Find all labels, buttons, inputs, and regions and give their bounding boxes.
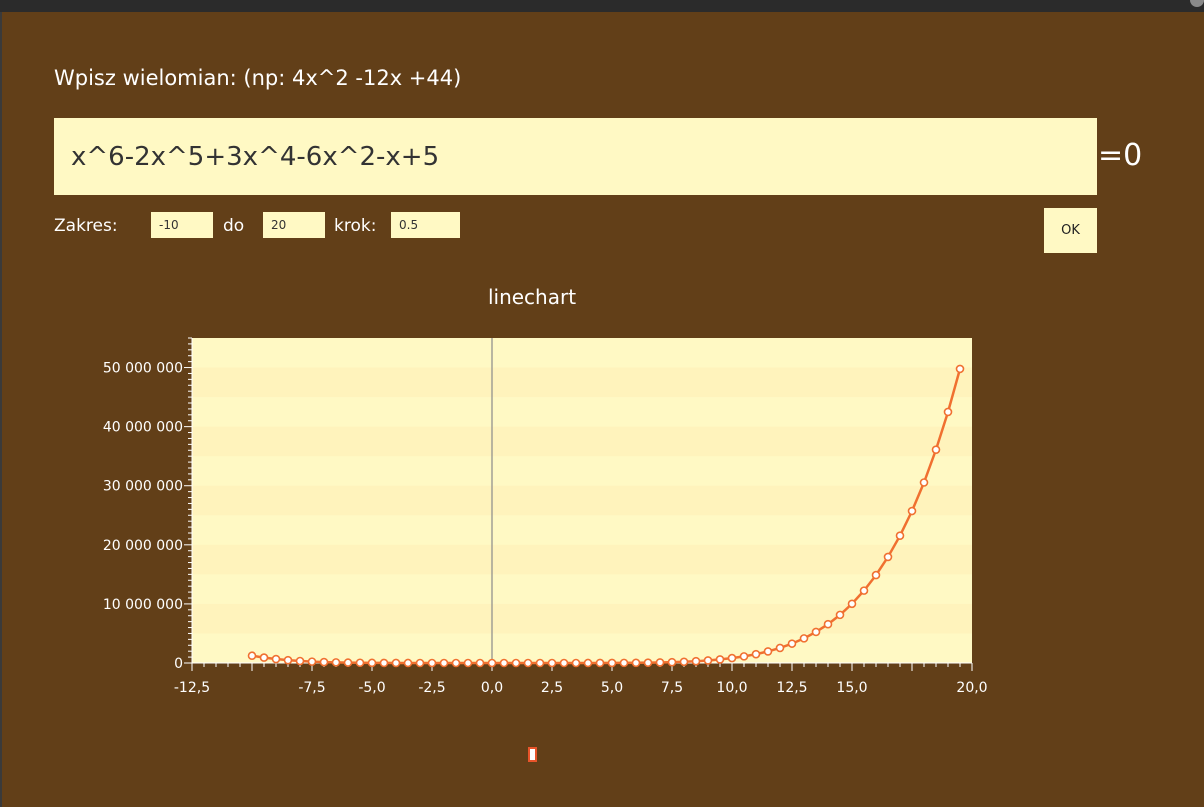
data-point — [835, 610, 845, 620]
x-tick-label: -7,5 — [298, 680, 325, 696]
data-point — [691, 656, 701, 666]
data-point — [895, 531, 905, 540]
data-point — [463, 658, 473, 668]
window-control-icon[interactable] — [1190, 0, 1204, 7]
data-point — [847, 599, 857, 609]
chart-title: linechart — [487, 285, 577, 309]
data-point — [379, 658, 389, 668]
window-titlebar — [0, 0, 1204, 12]
data-point — [859, 586, 869, 595]
range-to-input[interactable] — [263, 212, 325, 238]
data-point — [919, 478, 929, 487]
data-point — [403, 658, 413, 668]
data-point — [283, 655, 293, 665]
data-point — [511, 658, 521, 668]
x-tick-label: 5,0 — [601, 680, 623, 696]
x-tick-label: 2,5 — [541, 680, 563, 696]
grid-band — [192, 426, 972, 457]
range-to-label: do — [223, 216, 245, 236]
ok-button[interactable]: OK — [1044, 208, 1097, 253]
y-tick-label: 40 000 000 — [103, 420, 183, 436]
x-tick-label: 10,0 — [716, 680, 747, 696]
y-tick-label: 0 — [174, 656, 183, 672]
grid-band — [192, 485, 972, 516]
data-point — [871, 570, 881, 580]
data-point — [583, 658, 593, 668]
data-point — [679, 657, 689, 667]
data-point — [667, 657, 677, 667]
polynomial-input[interactable] — [54, 118, 1097, 195]
data-point — [535, 658, 545, 668]
data-point — [547, 658, 557, 668]
x-tick-label: 15,0 — [836, 680, 867, 696]
y-tick-label: 30 000 000 — [103, 479, 183, 495]
data-point — [799, 634, 809, 643]
data-point — [487, 658, 497, 668]
x-tick-label: -12,5 — [174, 680, 210, 696]
range-label: Zakres: — [54, 216, 118, 236]
data-point — [571, 658, 581, 668]
data-point — [271, 654, 281, 664]
data-point — [883, 552, 893, 562]
data-point — [811, 627, 821, 637]
window-edge — [0, 12, 2, 807]
x-tick-label: -5,0 — [358, 680, 385, 696]
data-point — [259, 653, 269, 662]
data-point — [343, 658, 353, 667]
data-point — [655, 658, 665, 667]
data-point — [295, 656, 305, 666]
data-point — [823, 619, 833, 629]
data-point — [559, 658, 569, 668]
data-point — [355, 658, 365, 668]
equals-zero-label: =0 — [1098, 138, 1143, 173]
step-label: krok: — [334, 216, 377, 236]
data-point — [631, 658, 641, 668]
step-input[interactable] — [391, 212, 460, 238]
polynomial-prompt: Wpisz wielomian: (np: 4x^2 -12x +44) — [54, 66, 462, 90]
data-point — [943, 407, 953, 417]
data-point — [247, 651, 257, 661]
data-point — [907, 506, 917, 516]
data-point — [775, 643, 785, 653]
data-point — [523, 658, 533, 668]
data-point — [787, 639, 797, 648]
data-point — [331, 658, 341, 667]
data-point — [427, 658, 437, 668]
y-tick-label: 10 000 000 — [103, 597, 183, 613]
cursor-marker — [528, 747, 537, 762]
grid-band — [192, 367, 972, 398]
data-point — [475, 658, 485, 668]
y-tick-label: 20 000 000 — [103, 538, 183, 554]
data-point — [367, 658, 377, 668]
data-point — [715, 655, 725, 664]
data-point — [931, 445, 941, 454]
data-point — [415, 658, 425, 668]
x-tick-label: 0,0 — [481, 680, 503, 696]
data-point — [595, 658, 605, 668]
data-point — [439, 658, 449, 668]
grid-band — [192, 544, 972, 575]
data-point — [703, 656, 713, 665]
data-point — [751, 649, 761, 659]
data-point — [739, 652, 749, 661]
data-point — [319, 657, 329, 667]
data-point — [763, 647, 773, 656]
data-point — [727, 653, 737, 663]
x-tick-label: 12,5 — [776, 680, 807, 696]
x-tick-label: -2,5 — [418, 680, 445, 696]
y-tick-label: 50 000 000 — [103, 361, 183, 377]
data-point — [307, 657, 317, 666]
data-point — [451, 658, 461, 668]
data-point — [619, 658, 629, 668]
range-from-input[interactable] — [151, 212, 213, 238]
data-point — [643, 658, 653, 667]
x-tick-label: 20,0 — [956, 680, 987, 696]
x-tick-label: 7,5 — [661, 680, 683, 696]
data-point — [391, 658, 401, 668]
data-point — [955, 364, 965, 374]
grid-band — [192, 603, 972, 634]
data-point — [499, 658, 509, 668]
data-point — [607, 658, 617, 668]
